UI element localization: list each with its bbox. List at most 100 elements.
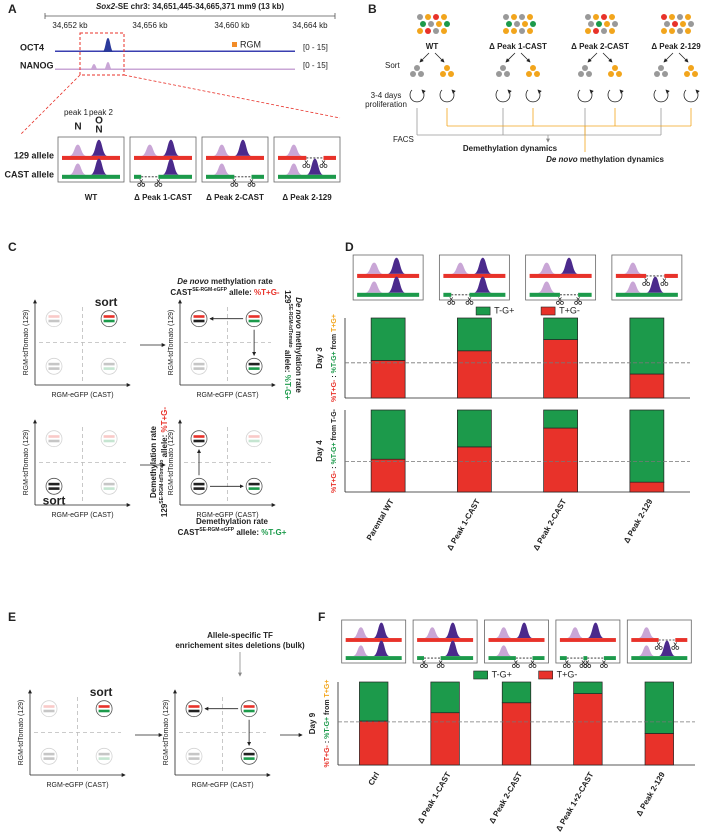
cell <box>522 21 528 27</box>
scissor <box>560 301 564 305</box>
day-label: Day 9 <box>308 712 317 734</box>
y-axis-label-part: : <box>331 373 338 379</box>
rate-allele: CASTSE-RGM-eGFP allele: %T-G+ <box>178 527 287 537</box>
cell <box>601 28 607 34</box>
scissor <box>232 179 237 184</box>
rate-value: %T-G+ <box>283 375 292 400</box>
x-axis-label: RGM-eGFP (CAST) <box>51 392 113 399</box>
scissor <box>424 664 428 668</box>
rate-allele: 129SE-RGM-tdTomato allele: %T+G- <box>159 407 169 517</box>
icon-circle <box>45 310 63 328</box>
cell <box>677 14 683 20</box>
allele-superscript: SE-RGM-tdTomato <box>287 304 293 348</box>
cell <box>601 14 607 20</box>
proliferation-arrow <box>653 89 670 103</box>
icon-bar <box>103 435 115 438</box>
icon-circle <box>45 430 63 448</box>
icon-bar <box>248 319 260 323</box>
allele: 129 <box>160 503 169 517</box>
peak <box>451 262 470 274</box>
bar-segment <box>629 409 665 483</box>
motif: N <box>95 125 102 136</box>
cell <box>441 14 447 20</box>
icon-circle <box>100 477 118 495</box>
scissor <box>139 179 144 184</box>
scissor <box>234 183 239 187</box>
allele-bar <box>417 656 474 660</box>
allele-superscript: SE-RGM-eGFP <box>199 527 234 533</box>
scissor <box>319 164 324 168</box>
sorted-cell <box>440 71 446 77</box>
y-axis-label: RGM-tdTomato (129) <box>163 700 170 766</box>
allele: CAST <box>170 288 192 297</box>
allele-bar <box>134 174 192 179</box>
coordinate-label: 34,656 kb <box>132 21 168 30</box>
icon-bar <box>243 709 255 713</box>
scissor <box>306 164 311 168</box>
cell <box>425 14 431 20</box>
scissor <box>469 301 474 305</box>
sorted-cell <box>530 65 536 71</box>
cell <box>669 28 675 34</box>
y-axis-label-part: from <box>324 697 331 716</box>
peak <box>102 38 114 52</box>
legend-label: T-G+ <box>494 305 514 315</box>
cell <box>433 14 439 20</box>
locus-title-part: -SE chr3: 34,651,445-34,665,371 mm9 (13 … <box>115 2 284 11</box>
cell <box>609 28 615 34</box>
sorted-cell <box>608 71 614 77</box>
icon-bar <box>193 439 205 443</box>
sorted-cell <box>684 71 690 77</box>
peak <box>423 627 441 639</box>
allele-icon <box>45 430 63 448</box>
scissor <box>671 646 676 650</box>
panel-label: C <box>8 240 17 254</box>
legend-swatch <box>538 670 553 680</box>
rate-allele: 129SE-RGM-tdTomato allele: %T-G+ <box>283 290 293 400</box>
category-label: Δ Peak 2-CAST <box>531 497 568 552</box>
peak <box>444 622 462 639</box>
y-axis-label: RGM-tdTomato (129) <box>23 430 30 496</box>
sorted-cell <box>658 65 664 71</box>
reporter-marker <box>232 42 237 47</box>
peak <box>90 139 108 156</box>
track-name: OCT4 <box>20 42 44 52</box>
panel-label: D <box>345 240 354 254</box>
rate-title-part: methylation rate <box>209 277 274 286</box>
x-axis-label: RGM-eGFP (CAST) <box>196 392 258 399</box>
peak <box>103 62 113 70</box>
peak <box>90 158 108 175</box>
scissor <box>646 282 651 286</box>
rate-title-part: methylation rate <box>294 329 303 394</box>
proliferation-arrow <box>409 89 426 103</box>
cell <box>527 14 533 20</box>
bar-segment <box>370 360 406 399</box>
icon-circle <box>40 747 58 765</box>
bar-segment <box>370 458 406 493</box>
allele-bar <box>206 155 264 160</box>
allele-icon <box>100 310 118 328</box>
scissor <box>156 179 161 184</box>
peak <box>587 622 604 639</box>
sort-arrow <box>602 52 613 63</box>
motif: O <box>95 116 103 127</box>
locus-title-part: Sox2 <box>96 2 116 11</box>
allele-icon <box>45 310 63 328</box>
icon-bar <box>43 709 55 713</box>
allele-bar <box>62 155 120 160</box>
allele-bar <box>357 292 420 297</box>
scissor <box>158 183 163 187</box>
peak <box>306 158 324 175</box>
bar-segment <box>457 409 492 448</box>
y-axis-label-part: from <box>331 332 338 351</box>
scissor <box>587 664 592 668</box>
cell <box>585 14 591 20</box>
y-axis-label-part: %T-G+ <box>331 351 338 373</box>
icon-bar <box>248 315 260 318</box>
peak <box>162 139 180 156</box>
sort-arrow <box>419 52 430 63</box>
icon-bar <box>188 752 200 756</box>
step-label: FACS <box>393 135 414 144</box>
sort-label: sort <box>43 493 66 507</box>
legend-label: T+G- <box>557 669 578 679</box>
